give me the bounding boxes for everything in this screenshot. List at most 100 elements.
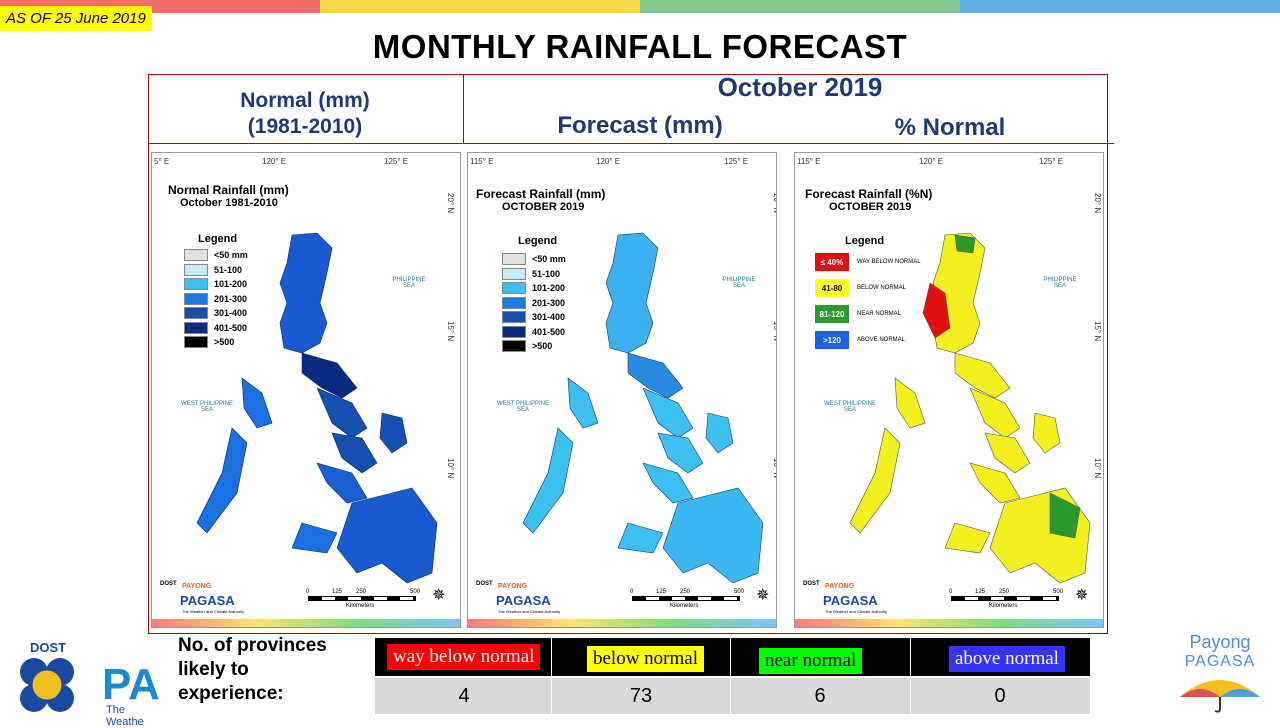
lon-label: 115° E <box>797 157 821 166</box>
sea-label: WEST PHILIPPINE SEA <box>497 401 549 413</box>
lat-label: 20° N <box>772 193 777 214</box>
normal-map-svg <box>196 232 438 584</box>
legend-item: 301-400 <box>502 311 565 323</box>
pagasa-logo-text: PAGASA <box>180 593 235 608</box>
legend-swatch: 81-120 <box>815 305 849 323</box>
payong-logo-text: PAYONG <box>182 583 212 590</box>
legend-swatch <box>184 321 208 334</box>
normal-header-line1: Normal (mm) <box>240 89 370 112</box>
cell-divider <box>551 638 552 716</box>
legend-item: >120 ABOVE NORMAL <box>815 331 905 349</box>
month-header: October 2019 <box>717 72 883 102</box>
legend-label: ABOVE NORMAL <box>857 337 906 343</box>
count-below-normal: 73 <box>629 685 653 707</box>
page-title: MONTHLY RAINFALL FORECAST <box>372 28 908 65</box>
category-above-normal: above normal <box>949 646 1065 672</box>
legend-item: 51-100 <box>184 263 243 276</box>
map-title: Forecast Rainfall (mm) <box>476 187 606 201</box>
top-bar-segment <box>960 0 1280 13</box>
sea-label: WEST PHILIPPINE SEA <box>181 401 233 413</box>
legend-label: WAY BELOW NORMAL <box>857 259 921 265</box>
legend-label: <50 mm <box>532 254 566 264</box>
legend-item: 201-300 <box>502 296 565 309</box>
legend-label: 401-500 <box>532 326 566 337</box>
scale-bar <box>951 596 1059 601</box>
legend-label: NEAR NORMAL <box>857 311 902 317</box>
payong-logo-text: PAYONG <box>498 583 528 590</box>
legend-title: Legend <box>845 235 885 247</box>
cell-divider <box>730 638 731 716</box>
scale-tick: 250 <box>680 589 691 595</box>
pagasa-text: PAGASA <box>1184 653 1256 670</box>
legend-item: ≤ 40% WAY BELOW NORMAL <box>815 253 921 271</box>
legend-title: Legend <box>198 233 238 245</box>
scale-tick: 125 <box>332 589 343 595</box>
percent-normal-map: 115° E 120° E 125° E 20° N 15° N 10° N F… <box>794 152 1104 628</box>
scale-bar <box>308 596 416 601</box>
map-title: Normal Rainfall (mm) <box>168 183 289 197</box>
panel-gradient-strip <box>468 619 776 627</box>
pagasa-logo-text: PAGASA <box>823 593 878 608</box>
compass-icon: ✵ <box>432 587 446 604</box>
forecast-rainfall-map: 115° E 120° E 125° E 20° N 15° N 10° N F… <box>467 152 777 628</box>
lat-label: 15° N <box>772 321 777 342</box>
dost-logo-text: DOST <box>803 581 820 587</box>
pagasa-logo-text: PAGASA <box>496 593 551 608</box>
pagasa-tagline: The Weathe <box>106 704 144 728</box>
scale-tick: 125 <box>656 589 667 595</box>
lat-label: 20° N <box>1093 193 1102 214</box>
legend-swatch <box>184 292 208 305</box>
legend-label: 301-400 <box>532 312 566 322</box>
legend-swatch <box>502 253 526 265</box>
scale-tick: 500 <box>1053 589 1064 595</box>
philippines-landmass <box>196 232 438 584</box>
top-bar-segment <box>320 0 640 13</box>
legend-swatch <box>502 311 526 323</box>
dost-logo-text: DOST <box>476 581 493 587</box>
legend-swatch: 41-80 <box>815 279 849 297</box>
logo-tagline: The Weather and Climate Authority <box>825 609 888 614</box>
scale-unit: Kilometers <box>670 603 699 609</box>
forecast-header: Forecast (mm) <box>557 112 723 139</box>
legend-title: Legend <box>518 235 558 247</box>
legend-swatch <box>184 307 208 319</box>
category-near-normal: near normal <box>759 648 863 674</box>
category-way-below-normal: way below normal <box>387 644 541 670</box>
scale-tick: 500 <box>410 589 421 595</box>
legend-label: >500 <box>532 341 553 351</box>
legend-swatch <box>502 282 526 294</box>
top-color-bar <box>0 0 1280 13</box>
category-below-normal: below normal <box>587 646 705 672</box>
legend-swatch <box>502 325 526 338</box>
legend-swatch: >120 <box>815 331 849 349</box>
normal-header: Normal (mm) (1981-2010) <box>150 88 460 140</box>
count-way-below-normal: 4 <box>458 685 470 707</box>
legend-swatch <box>502 296 526 309</box>
lat-label: 10° N <box>446 458 455 479</box>
header-underline <box>148 143 1114 144</box>
legend-label: 51-100 <box>214 264 243 275</box>
payong-text: Payong <box>1189 632 1251 652</box>
legend-swatch <box>502 340 526 352</box>
legend-swatch <box>184 249 208 261</box>
dost-emblem-icon <box>14 656 94 714</box>
payong-pagasa-logo: Payong PAGASA <box>1170 632 1270 718</box>
legend-item: 301-400 <box>184 307 247 319</box>
legend-item: >500 <box>184 336 234 348</box>
sea-label: PHILIPPINE SEA <box>1043 277 1077 289</box>
scale-bar <box>632 596 740 601</box>
legend-label: BELOW NORMAL <box>857 285 907 291</box>
scale-unit: Kilometers <box>989 603 1018 609</box>
lon-label: 125° E <box>1039 157 1064 166</box>
lon-label: 120° E <box>596 157 621 166</box>
count-above-normal: 0 <box>994 685 1006 707</box>
legend-item: >500 <box>502 340 552 352</box>
compass-icon: ✵ <box>756 587 770 604</box>
map-subtitle: October 1981-2010 <box>180 197 278 209</box>
scale-tick: 0 <box>630 589 634 595</box>
legend-swatch: ≤ 40% <box>815 253 849 271</box>
header-divider <box>463 74 464 144</box>
lon-label: 5° E <box>154 157 170 166</box>
legend-item: 81-120 NEAR NORMAL <box>815 305 901 323</box>
lat-label: 15° N <box>1093 321 1102 342</box>
